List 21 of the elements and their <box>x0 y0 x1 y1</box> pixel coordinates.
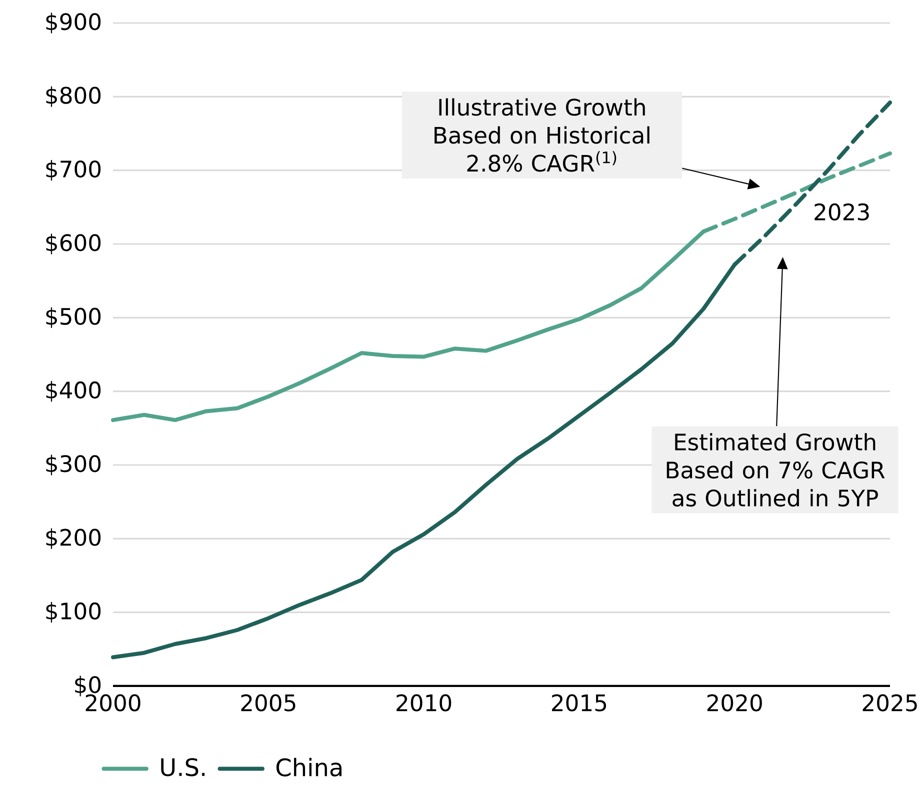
y-tick-label: $300 <box>46 454 101 476</box>
y-tick-label: $800 <box>46 86 101 107</box>
y-tick-label: $0 <box>75 676 101 696</box>
x-tick-label: 2025 <box>862 694 917 712</box>
x-tick-label: 2015 <box>552 694 606 712</box>
x-tick-label: 2010 <box>396 694 452 712</box>
y-tick-label: $500 <box>46 307 101 328</box>
x-tick-label: 2020 <box>707 694 762 712</box>
annotation: Illustrative Growth Based on Historical 2.8% CAGR$^{(1)}$ <box>434 98 650 172</box>
legend-label: U.S. <box>161 758 205 776</box>
legend-label: China <box>276 758 342 776</box>
y-tick-label: $700 <box>46 160 101 181</box>
y-tick-label: $200 <box>46 528 101 549</box>
annotation: Estimated Growth Based on 7% CAGR as Outlined in 5YP <box>666 433 885 507</box>
y-tick-label: $900 <box>46 12 101 34</box>
y-tick-label: $100 <box>46 602 101 623</box>
y-tick-label: $600 <box>46 234 101 254</box>
x-tick-label: 2000 <box>86 694 140 712</box>
x-tick-label: 2005 <box>241 694 296 712</box>
annotation: 2023 <box>814 203 869 221</box>
y-tick-label: $400 <box>46 381 101 402</box>
